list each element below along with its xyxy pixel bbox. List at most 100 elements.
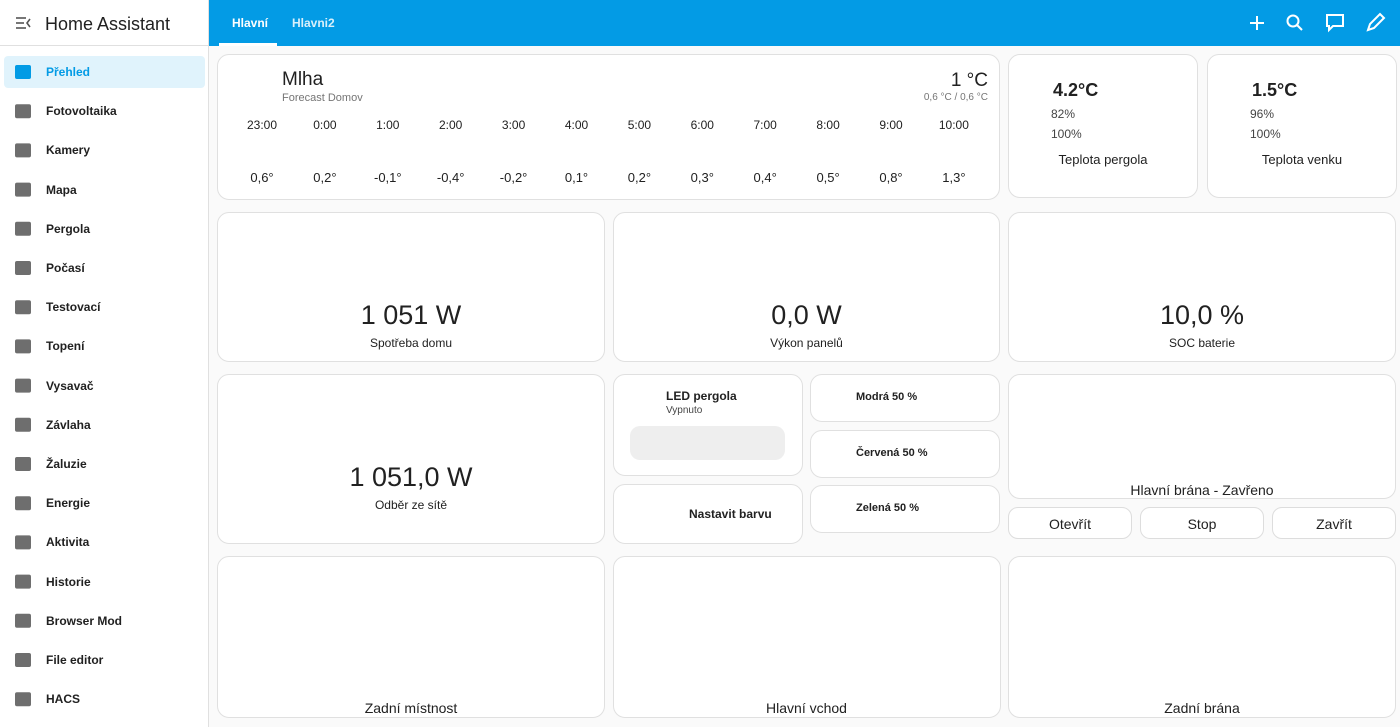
- nav-item[interactable]: Browser Mod: [46, 613, 123, 628]
- nav-icon: [15, 417, 31, 432]
- gauge-card: [217, 374, 605, 544]
- nav-icon: [15, 300, 31, 315]
- nav-item[interactable]: Topení: [46, 339, 85, 354]
- tab[interactable]: Hlavni2: [292, 16, 335, 30]
- nav-item[interactable]: HACS: [46, 692, 81, 707]
- search-handle: [1296, 24, 1303, 31]
- set-color-card: [613, 484, 803, 544]
- nav-item[interactable]: Testovací: [46, 300, 101, 315]
- forecast-temp: 0,8°: [879, 170, 903, 185]
- lock-name: Zadní místnost: [364, 700, 458, 716]
- light-name[interactable]: LED pergola: [666, 389, 737, 403]
- forecast-temp: 0,6°: [250, 170, 274, 185]
- nav-item[interactable]: Pergola: [46, 221, 91, 236]
- forecast-temp: -0,1°: [373, 170, 402, 185]
- sensor-humidity: 96%: [1250, 107, 1275, 121]
- nav-item[interactable]: Mapa: [46, 182, 77, 197]
- sensor-name: Teplota venku: [1261, 152, 1343, 167]
- forecast-time: 5:00: [627, 118, 652, 132]
- gauge-name: Spotřeba domu: [369, 336, 453, 350]
- tab[interactable]: Hlavní: [232, 16, 269, 30]
- sensor-temp: 4.2°C: [1053, 80, 1099, 100]
- sensor-battery: 100%: [1051, 127, 1082, 141]
- forecast-temp: 0,4°: [753, 170, 777, 185]
- forecast-time: 0:00: [313, 118, 337, 132]
- add-icon[interactable]: [1250, 16, 1264, 30]
- gauge-value: 10,0 %: [1159, 300, 1245, 330]
- nav-icon: [15, 143, 31, 158]
- nav-item[interactable]: Aktivita: [46, 535, 90, 550]
- forecast-temp: 1,3°: [942, 170, 966, 185]
- preset-card: [810, 485, 1000, 533]
- sidebar: [0, 0, 209, 727]
- lock-card: [1008, 556, 1396, 718]
- light-slider[interactable]: [630, 426, 785, 460]
- gate-button[interactable]: Otevřít: [1008, 507, 1132, 539]
- nav-icon: [15, 378, 31, 393]
- nav-icon: [15, 182, 31, 197]
- assist-icon[interactable]: [1326, 14, 1344, 33]
- nav-icon: [15, 104, 31, 119]
- nav-icon: [15, 261, 31, 275]
- forecast-temp: -0,2°: [499, 170, 528, 185]
- nav-icon: [15, 65, 31, 79]
- nav-item[interactable]: Historie: [46, 574, 91, 589]
- sensor-card: [1207, 54, 1397, 198]
- gate-button[interactable]: Zavřít: [1272, 507, 1396, 539]
- preset-label[interactable]: Červená 50 %: [856, 446, 928, 459]
- gate-button[interactable]: Stop: [1140, 507, 1264, 539]
- nav-item[interactable]: Přehled: [46, 65, 91, 79]
- forecast-time: 1:00: [376, 118, 400, 132]
- nav-item[interactable]: Počasí: [46, 261, 85, 275]
- lock-card: [612, 556, 1001, 718]
- gauge-card: [1008, 212, 1396, 362]
- menu-icon[interactable]: [16, 17, 31, 29]
- weather-temp: 1 °C: [950, 70, 988, 91]
- forecast-time: 7:00: [753, 118, 777, 132]
- preset-label[interactable]: Modrá 50 %: [856, 391, 918, 403]
- preset-label[interactable]: Zelená 50 %: [856, 502, 919, 514]
- search-icon[interactable]: [1286, 14, 1300, 28]
- set-color-label[interactable]: Nastavit barvu: [689, 507, 772, 521]
- sensor-battery: 100%: [1250, 127, 1281, 141]
- edit-icon[interactable]: [1366, 12, 1386, 32]
- nav-item[interactable]: Žaluzie: [46, 457, 87, 471]
- toolbar-icons: [1250, 12, 1386, 33]
- sensor-card: [1008, 54, 1198, 198]
- forecast-time: 4:00: [564, 118, 589, 132]
- lock-name: Zadní brána: [1164, 700, 1240, 716]
- app-title: Home Assistant: [45, 14, 171, 34]
- sensor-temp: 1.5°C: [1252, 80, 1298, 100]
- preset-card: [810, 374, 1000, 422]
- nav-icon: [15, 457, 31, 471]
- sidebar-divider: [0, 45, 208, 46]
- nav-item[interactable]: Energie: [46, 496, 91, 511]
- light-state: Vypnuto: [666, 405, 703, 416]
- sensor-humidity: 82%: [1051, 107, 1076, 121]
- forecast-time: 9:00: [879, 118, 903, 132]
- nav-item[interactable]: Závlaha: [46, 417, 91, 432]
- forecast-time: 3:00: [501, 118, 526, 132]
- gauge-name: Výkon panelů: [770, 336, 843, 350]
- nav-icon: [15, 221, 31, 236]
- gauge-card: [217, 212, 605, 362]
- forecast-temp: 0,3°: [690, 170, 714, 185]
- nav-item[interactable]: File editor: [46, 653, 104, 667]
- nav-item[interactable]: Kamery: [46, 143, 91, 158]
- forecast-time: 8:00: [816, 118, 840, 132]
- weather-card: [217, 54, 1000, 200]
- preset-card: [810, 429, 1000, 478]
- lock-card: [217, 556, 605, 718]
- nav-icon: [15, 692, 31, 707]
- gauge-value: 1 051 W: [360, 300, 462, 330]
- nav-icon: [15, 535, 31, 550]
- gate-card: [1008, 374, 1396, 499]
- forecast-temp: 0,5°: [816, 170, 840, 185]
- gauge-value: 1 051,0 W: [349, 462, 473, 492]
- forecast-temp: 0,2°: [627, 170, 652, 185]
- nav-item[interactable]: Fotovoltaika: [46, 104, 117, 119]
- nav-item[interactable]: Vysavač: [46, 378, 94, 393]
- tab-indicator: [219, 43, 277, 46]
- top-bar: [209, 0, 1400, 46]
